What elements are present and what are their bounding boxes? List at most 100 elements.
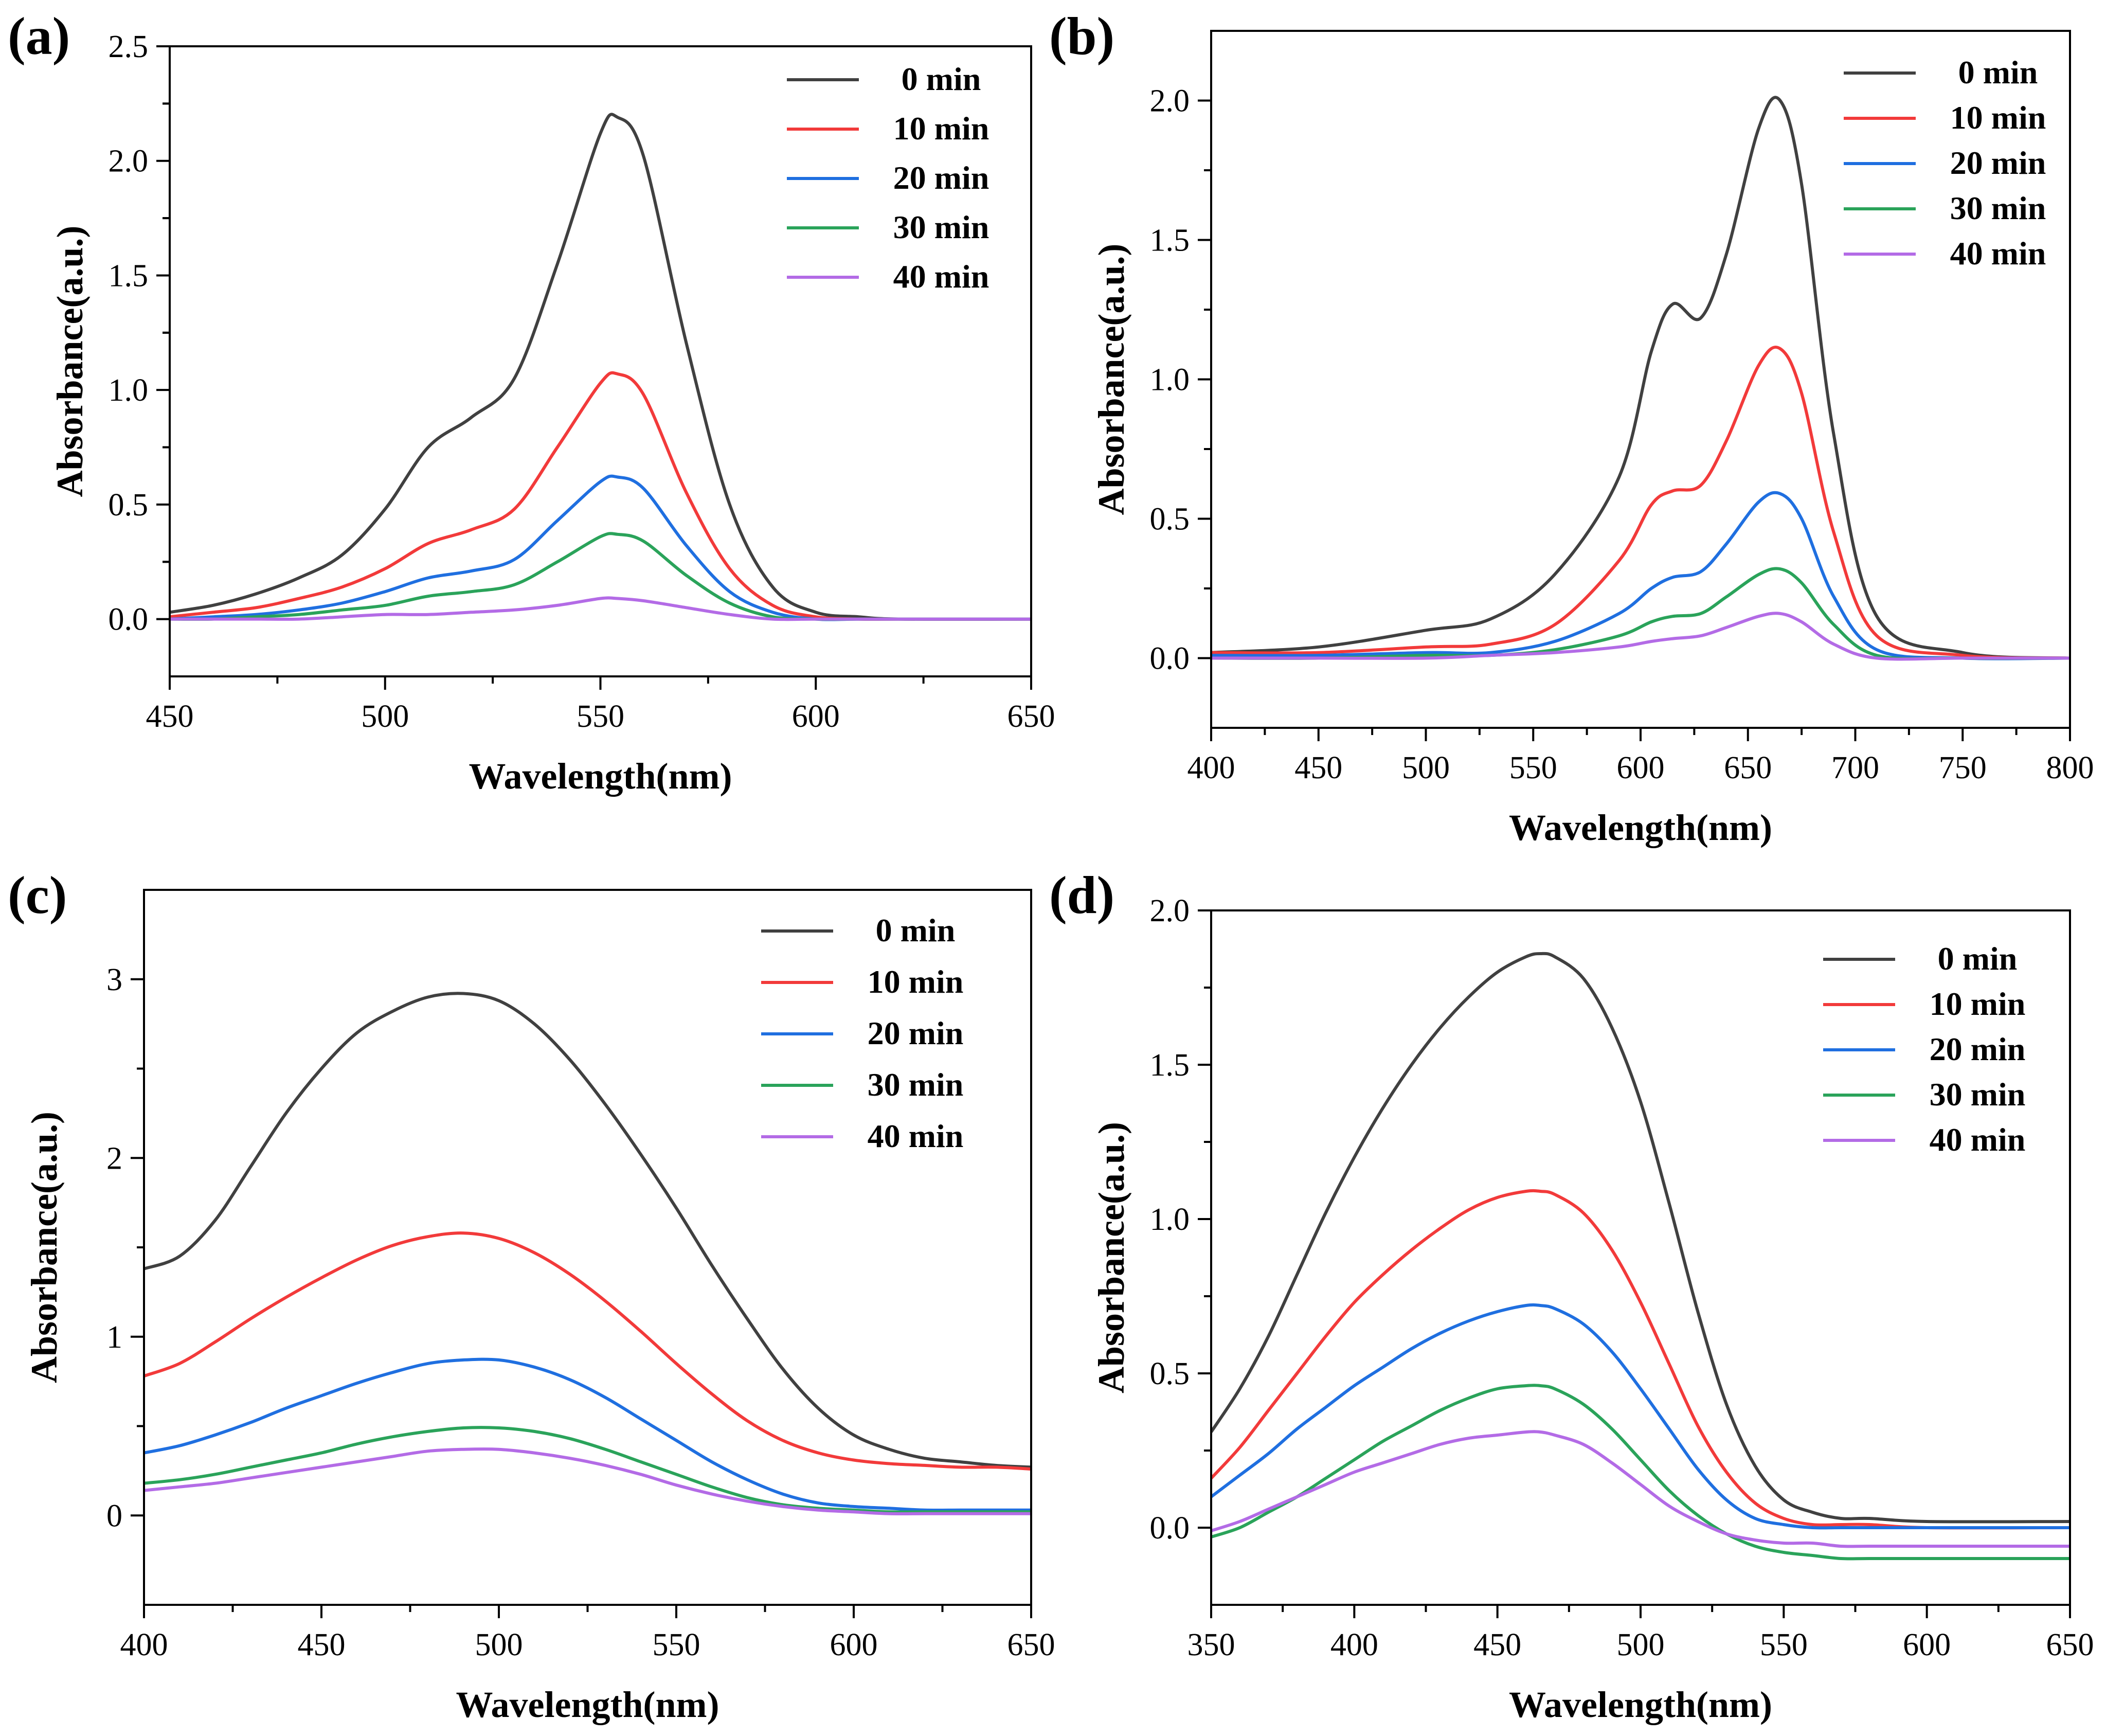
x-axis-title: Wavelength(nm) [469,756,732,797]
panel-label: (d) [1049,866,1114,925]
series-line-40-min [1211,1430,2070,1548]
x-tick-label: 550 [1760,1627,1808,1662]
y-tick-label: 3 [106,962,122,997]
x-tick-label: 650 [1007,1627,1055,1662]
y-tick-label: 0.0 [109,602,149,637]
x-tick-label: 750 [1939,750,1987,785]
series-line-30-min [144,1426,1031,1514]
legend-label: 30 min [1930,1076,2026,1113]
x-tick-label: 400 [1330,1627,1378,1662]
y-tick-label: 0.0 [1150,1511,1190,1546]
legend-label: 0 min [1938,940,2018,977]
legend-label: 40 min [1950,235,2046,272]
x-tick-label: 650 [1724,750,1772,785]
panel-0: (a) 450 500 550 600 650 0.0 0.5 1.0 1.5 2.0 2.5 Wave… [8,7,1055,797]
series-line-0-min [1211,96,2070,660]
series-line-40-min [170,596,1031,621]
series-line-0-min [1211,952,2070,1524]
x-tick-label: 500 [1402,750,1450,785]
x-axis-title: Wavelength(nm) [1509,807,1772,848]
series-group [1211,96,2070,661]
legend-label: 40 min [893,258,989,295]
x-tick-label: 550 [1509,750,1557,785]
plot-frame [1210,30,2071,729]
series-line-20-min [144,1357,1031,1512]
legend-label: 40 min [868,1118,964,1154]
legend-label: 30 min [893,209,989,245]
x-tick-label: 650 [2046,1627,2094,1662]
y-tick-label: 1 [106,1320,122,1355]
x-tick-label: 650 [1007,699,1055,734]
legend-label: 20 min [868,1015,964,1051]
y-axis-title: Absorbance(a.u.) [1091,1122,1132,1393]
series-line-0-min [144,992,1031,1469]
y-tick-label: 2.5 [109,29,149,64]
y-tick-label: 2.0 [109,144,149,179]
y-tick-label: 0.5 [109,488,149,523]
x-tick-label: 600 [1617,750,1665,785]
x-tick-label: 400 [120,1627,168,1662]
x-tick-label: 450 [1473,1627,1521,1662]
panel-2: (c) 400 450 500 550 600 650 0 1 2 3 Wavelength(nm) A… [8,866,1055,1725]
series-line-10-min [1211,345,2070,660]
legend-label: 10 min [868,963,964,1000]
legend: 0 min 10 min 20 min 30 min 40 min [1844,54,2046,272]
panel-3: (d) 350 400 450 500 550 600 650 0.0 0.5 1.0 1.5 2.0 W… [1049,866,2094,1725]
y-tick-label: 0.5 [1150,1356,1190,1391]
panel-label: (b) [1049,7,1114,66]
panel-1: (b) 400 450 500 550 600 650 700 750 800 0.0 0.5 1.0 1… [1049,7,2094,848]
legend-label: 0 min [902,61,981,97]
y-axis-title: Absorbance(a.u.) [49,225,91,497]
series-line-20-min [1211,491,2070,660]
y-tick-label: 1.5 [109,258,149,293]
y-tick-label: 2 [106,1141,122,1176]
legend-label: 10 min [1930,986,2026,1022]
x-tick-label: 500 [361,699,409,734]
y-tick-label: 1.5 [1150,1048,1190,1083]
legend-label: 0 min [876,912,956,948]
y-tick-label: 0.0 [1150,641,1190,676]
y-tick-label: 2.0 [1150,84,1190,119]
y-tick-label: 1.0 [1150,1202,1190,1237]
legend-label: 40 min [1930,1121,2026,1158]
series-line-10-min [144,1231,1031,1471]
series-line-40-min [1211,612,2070,661]
legend: 0 min 10 min 20 min 30 min 40 min [787,61,989,295]
x-axis-title: Wavelength(nm) [1509,1684,1772,1725]
legend: 0 min 10 min 20 min 30 min 40 min [1823,940,2025,1158]
x-tick-label: 450 [146,699,194,734]
y-tick-label: 1.5 [1150,223,1190,258]
series-group [144,992,1031,1516]
series-group [170,113,1031,621]
legend-label: 20 min [893,159,989,196]
series-line-20-min [1211,1303,2070,1530]
y-tick-label: 1.0 [109,373,149,408]
series-line-30-min [1211,567,2070,660]
y-tick-label: 2.0 [1150,893,1190,928]
series-line-40-min [144,1447,1031,1516]
x-tick-label: 600 [830,1627,878,1662]
x-tick-label: 500 [475,1627,523,1662]
legend-label: 10 min [893,110,989,147]
x-tick-label: 550 [577,699,624,734]
legend-label: 10 min [1950,99,2046,136]
x-tick-label: 350 [1187,1627,1235,1662]
legend-label: 20 min [1950,145,2046,181]
x-tick-label: 450 [1294,750,1342,785]
y-tick-label: 0 [106,1498,122,1533]
legend-label: 20 min [1930,1031,2026,1067]
y-tick-label: 0.5 [1150,502,1190,537]
series-line-10-min [170,371,1031,621]
legend-label: 0 min [1958,54,2038,91]
y-tick-label: 1.0 [1150,363,1190,398]
y-axis-title: Absorbance(a.u.) [1091,243,1132,515]
legend: 0 min 10 min 20 min 30 min 40 min [761,912,963,1154]
x-tick-label: 800 [2046,750,2094,785]
panel-label: (a) [8,7,70,66]
legend-label: 30 min [868,1066,964,1103]
series-line-0-min [170,113,1031,621]
series-line-30-min [1211,1384,2070,1561]
x-tick-label: 450 [298,1627,346,1662]
x-tick-label: 600 [1903,1627,1951,1662]
